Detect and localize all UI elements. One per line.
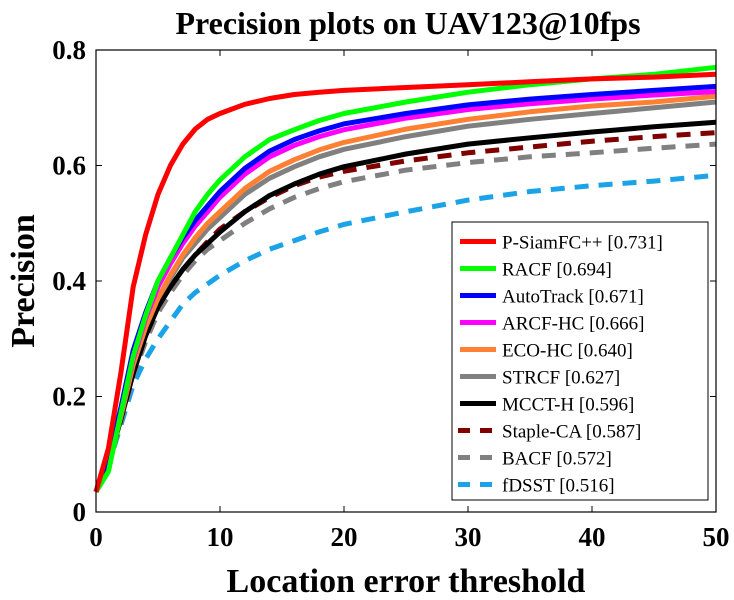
legend-entry-label: RACF [0.694] [502,260,612,281]
x-tick-label: 0 [89,522,103,552]
x-tick-label: 30 [455,522,482,552]
legend-entry-label: STRCF [0.627] [502,368,620,389]
axis-ticks [95,49,717,513]
x-tick-label: 50 [703,522,730,552]
chart-title: Precision plots on UAV123@10fps [175,5,640,41]
y-tick-label: 0.6 [52,151,86,181]
series-lines [93,64,717,494]
legend-entry-label: MCCT-H [0.596] [502,395,634,416]
legend-entry-label: Staple-CA [0.587] [502,422,641,443]
y-tick-label: 0.8 [52,35,86,65]
legend-entry-label: ARCF-HC [0.666] [502,314,645,335]
legend-entry-label: fDSST [0.516] [502,476,615,497]
x-tick-label: 40 [579,522,606,552]
series-line-fdsst [93,172,717,493]
legend-entry-label: AutoTrack [0.671] [502,287,644,308]
legend-entry-label: P-SiamFC++ [0.731] [502,233,663,254]
y-tick-label: 0.4 [52,266,86,296]
series-line-p-siamfc- [93,71,717,493]
axis-tick-labels: 0 10 20 30 40 50 0 0.2 0.4 0.6 0.8 [52,35,729,552]
y-tick-label: 0 [73,497,87,527]
series-line-bacf [93,141,717,493]
x-axis-label: Location error threshold [227,563,586,600]
x-tick-label: 20 [331,522,358,552]
legend-entry-label: BACF [0.572] [502,449,612,470]
y-tick-label: 0.2 [52,382,86,412]
series-line-racf [93,64,717,494]
y-axis-label: Precision [5,214,42,348]
series-line-mcct-h [93,119,717,493]
legend: P-SiamFC++ [0.731] RACF [0.694] AutoTrack … [451,221,709,501]
legend-entry-label: ECO-HC [0.640] [502,341,633,362]
x-tick-label: 10 [207,522,234,552]
